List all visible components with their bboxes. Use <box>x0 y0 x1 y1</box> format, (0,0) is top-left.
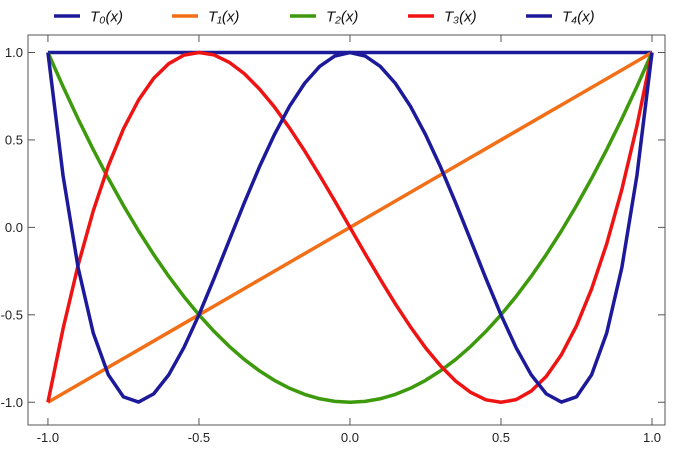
series-line <box>46 50 654 404</box>
x-tick-label: 0.5 <box>492 430 510 445</box>
x-tick-label: 1.0 <box>643 430 661 445</box>
legend-label: T₀(x) <box>90 9 123 26</box>
y-tick-label: -1.0 <box>1 395 23 410</box>
plot-frame <box>27 34 666 426</box>
legend-label: T₁(x) <box>208 9 239 26</box>
y-tick-label: 0.5 <box>5 132 23 147</box>
series-line <box>46 51 654 405</box>
y-tick-label: -0.5 <box>1 307 23 322</box>
y-tick-label: 1.0 <box>5 45 23 60</box>
legend-label: T₂(x) <box>326 9 358 26</box>
x-tick-label: 0.0 <box>341 430 359 445</box>
series-line <box>46 50 654 405</box>
legend-label: T₄(x) <box>562 9 595 26</box>
y-tick-label: 0.0 <box>5 220 23 235</box>
legend-label: T₃(x) <box>444 9 477 26</box>
x-tick-label: -1.0 <box>37 430 59 445</box>
x-tick-label: -0.5 <box>188 430 210 445</box>
